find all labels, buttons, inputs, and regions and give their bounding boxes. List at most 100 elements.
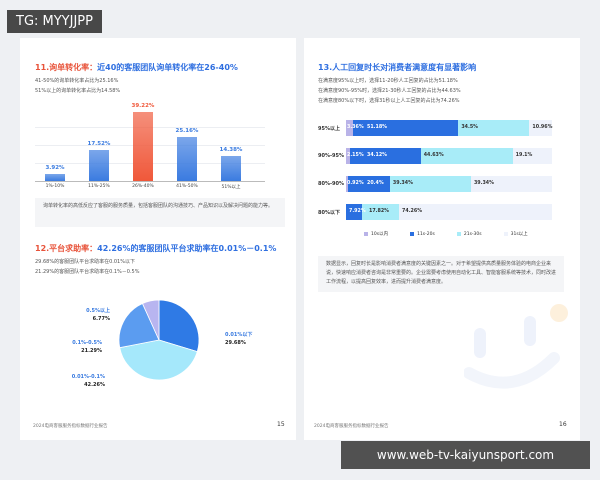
pie-label: 0.01%-0.1% (72, 374, 105, 380)
pie-label: 0.5%以上 (86, 307, 110, 314)
bar (221, 155, 241, 181)
section-number: 11.询单转化率： (35, 63, 98, 72)
legend-swatch-icon (456, 232, 461, 236)
pie-slice (119, 339, 198, 381)
footer-title: 2024电商客服服务指标数据行业报告 (33, 424, 108, 429)
bar-segment (389, 176, 471, 192)
legend-label: 31s以上 (510, 232, 528, 237)
section-13-sub-2: 在满意度90%-95%时，选择21-30秒人工回复的占比为44.63% (318, 88, 461, 94)
legend-item: 10s以内 (364, 231, 388, 237)
section-number: 12.平台求助率： (35, 244, 98, 253)
pie-label: 6.77% (93, 316, 110, 322)
bar-segment (346, 204, 363, 220)
bar-segment-label: 44.63% (423, 153, 444, 158)
row-label: 90%-95% (318, 153, 345, 159)
category-label: 1%-10% (45, 184, 65, 189)
category-label: 26%-40% (132, 184, 154, 189)
legend-label: 10s以内 (371, 232, 389, 237)
section-11-sub-1: 41-50%的询单转化率占比为25.16% (35, 78, 119, 84)
bar-segment-label: 3.36% (347, 125, 364, 130)
category-label: 41%-50% (176, 184, 198, 189)
bar-segment (529, 120, 552, 136)
bar-segment-label: 0.92% (347, 181, 364, 186)
bar-segment (350, 148, 421, 164)
legend-item: 11s-20s (410, 231, 435, 237)
legend-item: 31s以上 (503, 231, 528, 237)
footer-title: 2024电商客服服务指标数据行业报告 (314, 424, 389, 429)
bar (89, 150, 109, 181)
page-number: 16 (559, 421, 567, 428)
legend-swatch-icon (410, 232, 415, 236)
section-11-note: 询单转化率的高低反应了客服的服务质量，包括客服团队的沟通技巧、产品知识以及解决问… (35, 198, 285, 227)
bar-segment-label: 19.1% (515, 153, 533, 158)
category-label: 11%-25% (88, 184, 110, 189)
chart-legend: 10s以内 11s-20s 21s-30s 31s以上 (364, 231, 528, 237)
watermark-top-left: TG: MYYJJPP (7, 10, 102, 33)
bar-segment-label: 39.34% (392, 181, 413, 186)
conversion-bar-chart: 3.92% 1%-10% 17.52% 11%-25% 39.22% 26%-40% 25.… (20, 38, 296, 198)
pie-label: 0.01%以下 (225, 331, 252, 338)
row-label: 80%-90% (318, 181, 345, 187)
row-label: 80%以下 (318, 210, 340, 216)
section-11-sub-2: 51%以上的询单转化率占比为14.58% (35, 88, 121, 94)
bar-segment (352, 120, 459, 136)
bar-value-label: 25.16% (175, 127, 199, 134)
section-13-sub-3: 在满意度80%以下时，选择31秒以上人工回复的占比为74.26% (318, 98, 460, 104)
bar-segment (347, 176, 390, 192)
pie-label: 0.1%-0.5% (72, 340, 102, 346)
legend-swatch-icon (364, 232, 368, 236)
page-15: 11.询单转化率：近40的客服团队询单转化率在26-40% 41-50%的询单转… (20, 38, 296, 440)
bar-segment-label: 34.5% (461, 125, 478, 130)
bar-value-label: 3.92% (45, 165, 65, 172)
x-axis (35, 181, 265, 182)
category-label: 51%以上 (221, 185, 241, 190)
bar-segment (420, 148, 513, 164)
bar (133, 111, 153, 181)
row-label: 95%以上 (318, 126, 340, 132)
bar-segment-label: 17.82% (369, 209, 389, 214)
section-13-title: 13.人工回复时长对消费者满意度有显著影响 (318, 63, 477, 72)
bar-value-label: 17.52% (87, 141, 111, 148)
bar-segment-label: 51.18% (367, 125, 387, 130)
pie-slice (141, 299, 160, 341)
bar-segment (362, 204, 400, 220)
legend-label: 11s-20s (417, 231, 435, 237)
help-rate-pie-chart: 0.01%以下 29.68% 0.01%-0.1% 42.26% 0.1%-0.5% 21… (72, 299, 252, 388)
page-number: 15 (277, 421, 285, 428)
reply-time-stacked-bar-chart: 95%以上 3.36% 51.18% 34.5% 10.96% 90%-95% 2.15% 3… (304, 38, 580, 248)
bar-segment (470, 176, 552, 192)
smiley-watermark-graphic (464, 304, 568, 389)
section-heading: 42.26%的客服团队平台求助率在0.01%－0.1% (97, 244, 277, 253)
section-12-sub-1: 29.68%的客服团队平台求助率在0.01%以下 (35, 259, 135, 265)
legend-item: 21s-30s (456, 231, 482, 237)
bar (45, 174, 65, 181)
bar-segment (458, 120, 530, 136)
bar-segment (346, 176, 348, 192)
bar-segment (399, 204, 552, 220)
bar-segment-label: 34.12% (367, 153, 387, 158)
bar-segment-label: 74.26% (402, 209, 422, 214)
bar-segment (512, 148, 552, 164)
section-12-sub-2: 21.29%的客服团队平台求助率在0.1%－0.5% (35, 269, 140, 275)
page-16: 13.人工回复时长对消费者满意度有显著影响 在满意度95%以上时，选择11-20… (304, 38, 580, 440)
section-heading: 近40的客服团队询单转化率在26-40% (97, 63, 238, 72)
legend-swatch-icon (503, 232, 508, 236)
pie-label: 21.29% (81, 348, 102, 354)
bar-segment-label: 39.34% (473, 181, 494, 186)
bar-value-label: 39.22% (131, 102, 155, 109)
bar-segment (346, 120, 353, 136)
section-13-sub-1: 在满意度95%以上时，选择11-20秒人工回复的占比为51.18% (318, 78, 458, 84)
section-13-note: 数据显示，回复时长是影响消费者满意度的关键因素之一。对于希望提供高质量服务体验的… (318, 256, 564, 292)
section-12-title: 12.平台求助率：42.26%的客服团队平台求助率在0.01%－0.1% (35, 243, 276, 254)
pie-slice (158, 299, 200, 353)
pie-label: 42.26% (84, 382, 105, 388)
bar-segment-label: 2.15% (347, 153, 364, 158)
pie-slice (118, 303, 160, 349)
bar-segment-label: 10.96% (532, 125, 553, 130)
bar-segment-label: 7.92% (349, 209, 366, 214)
pie-label: 29.68% (225, 340, 246, 346)
section-11-title: 11.询单转化率：近40的客服团队询单转化率在26-40% (35, 62, 238, 73)
legend-label: 21s-30s (463, 231, 482, 237)
bar-value-label: 14.38% (219, 146, 243, 153)
bar (177, 136, 197, 181)
